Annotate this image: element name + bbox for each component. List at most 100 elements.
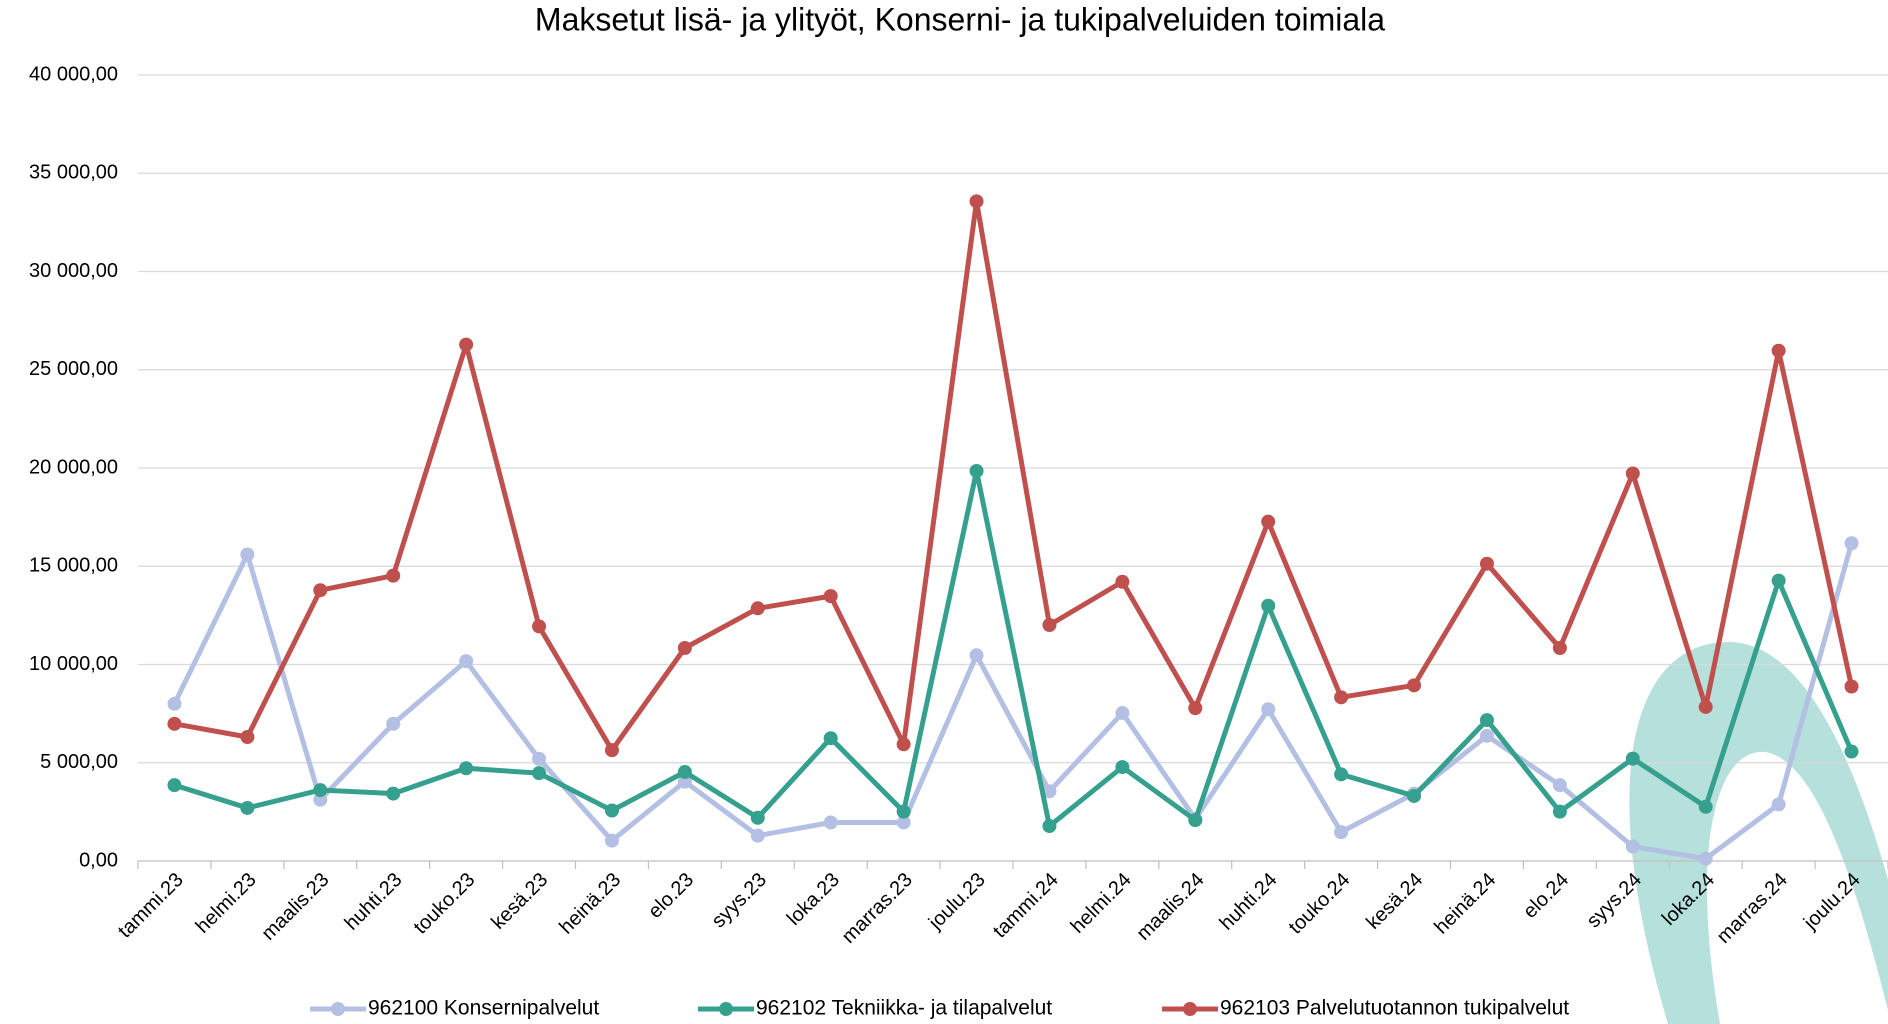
x-tick-label: heinä.23 <box>555 869 625 939</box>
series-marker <box>1115 706 1130 721</box>
series-marker <box>1844 536 1859 551</box>
series-marker <box>1334 767 1349 782</box>
legend-marker <box>719 1002 733 1016</box>
series-marker <box>1771 343 1786 358</box>
y-tick-label: 0,00 <box>79 849 118 871</box>
y-tick-label: 35 000,00 <box>29 162 118 184</box>
x-tick-label: elo.24 <box>1519 869 1573 923</box>
x-tick-label: huhti.23 <box>341 869 407 935</box>
x-tick-label: touko.23 <box>410 869 480 939</box>
series-marker <box>1479 728 1494 743</box>
series-marker <box>1552 778 1567 793</box>
series-marker <box>240 730 255 745</box>
x-tick-label: helmi.23 <box>192 869 261 938</box>
chart-title: Maksetut lisä- ja ylityöt, Konserni- ja … <box>535 1 1385 37</box>
series-marker <box>1698 699 1713 714</box>
series-marker <box>167 696 182 711</box>
series-marker <box>969 463 984 478</box>
x-tick-label: heinä.24 <box>1430 869 1500 939</box>
series-marker <box>386 786 401 801</box>
series-marker <box>969 194 984 209</box>
legend: 962100 Konsernipalvelut 962102 Tekniikka-… <box>310 997 1569 1020</box>
background-swoosh <box>1629 641 1888 1024</box>
series-marker <box>1844 744 1859 759</box>
series-marker <box>1625 466 1640 481</box>
y-tick-label: 5 000,00 <box>40 751 118 773</box>
series-marker <box>750 828 765 843</box>
legend-marker <box>1183 1002 1197 1016</box>
grid <box>138 74 1888 862</box>
series-marker <box>969 648 984 663</box>
legend-marker <box>331 1002 345 1016</box>
series-marker <box>1115 760 1130 775</box>
y-tick-label: 30 000,00 <box>29 260 118 282</box>
series-marker <box>677 764 692 779</box>
series-marker <box>823 731 838 746</box>
x-tick-label: joulu.23 <box>924 869 990 935</box>
series-marker <box>532 619 547 634</box>
series-marker <box>459 337 474 352</box>
series-line <box>172 542 1854 862</box>
series-marker <box>1407 678 1422 693</box>
series-marker <box>823 589 838 604</box>
x-tick-label: kesä.24 <box>1362 869 1427 934</box>
series-marker <box>750 810 765 825</box>
series-marker <box>1479 556 1494 571</box>
series-line <box>173 468 1854 829</box>
legend-label: 962102 Tekniikka- ja tilapalvelut <box>756 997 1052 1020</box>
series-marker <box>604 833 619 848</box>
series-marker <box>1261 702 1276 717</box>
series-marker <box>1261 598 1276 613</box>
y-tick-label: 10 000,00 <box>29 653 118 675</box>
series-marker <box>896 804 911 819</box>
series-marker <box>386 716 401 731</box>
series-marker <box>823 815 838 830</box>
x-tick-label: kesä.23 <box>487 869 552 934</box>
x-tick-label: touko.24 <box>1285 869 1355 939</box>
series-marker <box>1625 839 1640 854</box>
series-marker <box>1407 788 1422 803</box>
series-marker <box>604 743 619 758</box>
x-tick-label: marras.23 <box>838 869 917 948</box>
series-marker <box>313 792 328 807</box>
series-marker <box>896 737 911 752</box>
series-marker <box>1261 514 1276 529</box>
series-marker <box>1188 701 1203 716</box>
series-marker <box>1115 574 1130 589</box>
x-tick-label: marras.24 <box>1713 869 1792 948</box>
x-tick-label: maalis.24 <box>1132 869 1208 945</box>
series-marker <box>604 803 619 818</box>
x-tick-label: syys.23 <box>708 869 772 933</box>
series-marker <box>313 783 328 798</box>
series-marker <box>167 778 182 793</box>
series-marker <box>1552 640 1567 655</box>
series-marker <box>1771 797 1786 812</box>
series-marker <box>896 815 911 830</box>
series-marker <box>1698 799 1713 814</box>
y-tick-label: 20 000,00 <box>29 456 118 478</box>
series-marker <box>1771 573 1786 588</box>
x-tick-label: loka.23 <box>783 869 844 930</box>
y-tick-label: 40 000,00 <box>29 63 118 85</box>
x-tick-label: tammi.23 <box>114 869 188 943</box>
series-marker <box>1042 784 1057 799</box>
series-marker <box>750 601 765 616</box>
series-marker <box>677 640 692 655</box>
x-tick-label: syys.24 <box>1583 869 1647 933</box>
series-marker <box>677 774 692 789</box>
series-marker <box>1334 825 1349 840</box>
series-marker <box>459 761 474 776</box>
series-marker <box>1479 713 1494 728</box>
series-marker <box>459 654 474 669</box>
x-tick-label: joulu.24 <box>1799 869 1865 935</box>
series-marker <box>1844 679 1859 694</box>
series-marker <box>1334 690 1349 705</box>
y-tick-label: 25 000,00 <box>29 358 118 380</box>
series-marker <box>167 716 182 731</box>
series-marker <box>1625 751 1640 766</box>
series-marker <box>532 766 547 781</box>
series-marker <box>313 583 328 598</box>
series-marker <box>1552 804 1567 819</box>
axes: 0,00 5 000,00 10 000,00 15 000,00 20 000,00 2… <box>29 63 1888 948</box>
